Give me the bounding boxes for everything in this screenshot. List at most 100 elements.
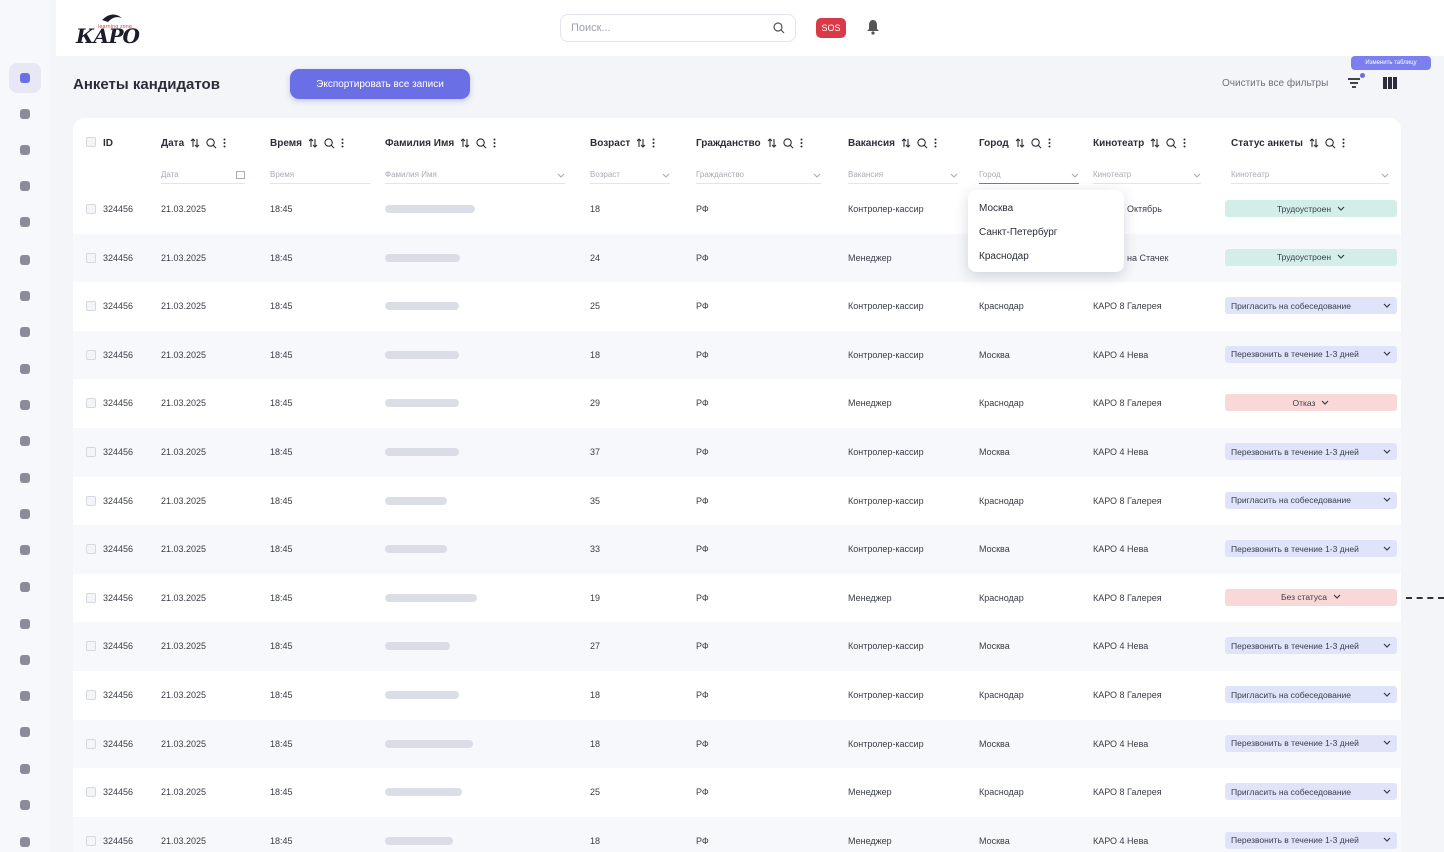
status-select[interactable]: Перезвонить в течение 1-3 дней bbox=[1225, 443, 1397, 460]
row-checkbox[interactable] bbox=[86, 690, 96, 700]
clear-filters-link[interactable]: Очистить все фильтры bbox=[1222, 78, 1329, 89]
search-icon[interactable] bbox=[324, 137, 335, 149]
row-checkbox[interactable] bbox=[86, 738, 96, 749]
status-select[interactable]: Отказ bbox=[1225, 394, 1397, 412]
search-icon[interactable] bbox=[1325, 137, 1336, 149]
column-header-name[interactable]: Фамилия Имя bbox=[385, 136, 496, 150]
table-row[interactable]: 324456 21.03.2025 18:45 25 РФ Контролер-касси… bbox=[73, 282, 1401, 331]
search-icon[interactable] bbox=[206, 137, 217, 149]
table-row[interactable]: 324456 21.03.2025 18:45 35 РФ Контролер-касси… bbox=[73, 477, 1401, 526]
filter-icon[interactable] bbox=[1347, 76, 1361, 90]
status-select[interactable]: Перезвонить в течение 1-3 дней bbox=[1225, 831, 1397, 849]
chevron-down-icon[interactable] bbox=[1337, 204, 1345, 214]
chevron-down-icon[interactable] bbox=[1383, 787, 1391, 797]
copy-icon[interactable] bbox=[17, 106, 33, 122]
calendar-check-icon[interactable] bbox=[17, 724, 33, 740]
more-icon[interactable] bbox=[800, 138, 803, 148]
more-icon[interactable] bbox=[1342, 138, 1345, 148]
row-checkbox[interactable] bbox=[86, 398, 96, 409]
more-icon[interactable] bbox=[1183, 138, 1186, 148]
chevron-down-icon[interactable] bbox=[557, 166, 565, 184]
team-icon[interactable] bbox=[17, 397, 33, 413]
chevron-down-icon[interactable] bbox=[1383, 835, 1391, 845]
chevron-down-icon[interactable] bbox=[1383, 447, 1391, 457]
chevron-down-icon[interactable] bbox=[1337, 252, 1345, 262]
edit-icon[interactable] bbox=[17, 252, 33, 268]
more-icon[interactable] bbox=[652, 138, 655, 148]
row-checkbox[interactable] bbox=[86, 787, 96, 798]
row-checkbox[interactable] bbox=[86, 204, 96, 214]
chevron-down-icon[interactable] bbox=[1193, 166, 1201, 184]
chevron-down-icon[interactable] bbox=[1383, 495, 1391, 505]
row-checkbox[interactable] bbox=[86, 544, 96, 555]
camera-icon[interactable] bbox=[17, 652, 33, 668]
more-icon[interactable] bbox=[223, 138, 226, 148]
chevron-down-icon[interactable] bbox=[662, 166, 670, 184]
search-icon[interactable] bbox=[476, 137, 487, 149]
column-header-date[interactable]: Дата bbox=[161, 136, 226, 150]
row-checkbox[interactable] bbox=[86, 835, 96, 846]
table-row[interactable]: 324456 21.03.2025 18:45 37 РФ Контролер-касси… bbox=[73, 428, 1401, 477]
select-all-checkbox[interactable] bbox=[86, 137, 96, 147]
row-checkbox[interactable] bbox=[86, 252, 96, 263]
thumb-up-icon[interactable] bbox=[17, 616, 33, 632]
filter-citizenship[interactable] bbox=[696, 166, 821, 184]
search-input[interactable] bbox=[561, 15, 751, 41]
filter-age[interactable] bbox=[590, 166, 670, 184]
clipboard-check-icon[interactable] bbox=[17, 542, 33, 558]
table-row[interactable]: 324456 21.03.2025 18:45 19 РФ Менеджер Краснод… bbox=[73, 574, 1401, 623]
status-select[interactable]: Трудоустроен bbox=[1225, 200, 1397, 217]
status-select[interactable]: Без статуса bbox=[1225, 588, 1397, 606]
status-select[interactable]: Перезвонить в течение 1-3 дней bbox=[1225, 345, 1397, 363]
columns-icon[interactable] bbox=[1383, 77, 1397, 89]
sort-icon[interactable] bbox=[767, 138, 777, 148]
more-icon[interactable] bbox=[493, 138, 496, 148]
table-row[interactable]: 324456 21.03.2025 18:45 24 РФ Менеджер на Стач… bbox=[73, 233, 1401, 283]
row-checkbox[interactable] bbox=[86, 301, 96, 312]
table-row[interactable]: 324456 21.03.2025 18:45 27 РФ Контролер-касси… bbox=[73, 622, 1401, 671]
column-header-status[interactable]: Статус анкеты bbox=[1231, 136, 1345, 150]
graduation-icon[interactable] bbox=[17, 288, 33, 304]
more-icon[interactable] bbox=[1048, 138, 1051, 148]
filter-cinema-input[interactable] bbox=[1093, 170, 1193, 179]
filter-status[interactable] bbox=[1231, 166, 1389, 184]
filter-city[interactable] bbox=[979, 166, 1079, 184]
calendar-icon[interactable] bbox=[17, 761, 33, 777]
chevron-down-icon[interactable] bbox=[1071, 166, 1079, 184]
status-select[interactable]: Пригласить на собеседование bbox=[1225, 491, 1397, 509]
book-icon[interactable] bbox=[17, 178, 33, 194]
status-select[interactable]: Перезвонить в течение 1-3 дней bbox=[1225, 540, 1397, 558]
chevron-down-icon[interactable] bbox=[1383, 301, 1391, 311]
search-icon[interactable] bbox=[782, 137, 794, 149]
search-box[interactable] bbox=[560, 14, 796, 42]
search-icon[interactable] bbox=[1031, 137, 1042, 149]
status-select[interactable]: Перезвонить в течение 1-3 дней bbox=[1225, 637, 1397, 655]
filter-cinema[interactable] bbox=[1093, 166, 1201, 184]
column-header-id[interactable]: ID bbox=[103, 136, 113, 150]
export-all-button[interactable]: Экспортировать все записи bbox=[290, 69, 470, 99]
filter-time[interactable] bbox=[270, 166, 370, 184]
id-card-icon[interactable] bbox=[17, 470, 33, 486]
filter-city-input[interactable] bbox=[979, 170, 1071, 179]
play-icon[interactable] bbox=[17, 688, 33, 704]
clipboard-icon[interactable] bbox=[17, 506, 33, 522]
more-icon[interactable] bbox=[934, 138, 937, 148]
swap-icon[interactable] bbox=[17, 361, 33, 377]
row-checkbox[interactable] bbox=[86, 592, 96, 603]
sos-button[interactable]: SOS bbox=[816, 18, 846, 38]
badge-icon[interactable] bbox=[17, 324, 33, 340]
table-row[interactable]: 324456 21.03.2025 18:45 18 РФ Контролер-касси… bbox=[73, 719, 1401, 769]
bell-icon[interactable] bbox=[866, 19, 880, 35]
city-option[interactable]: Санкт-Петербург bbox=[979, 226, 1058, 238]
status-select[interactable]: Перезвонить в течение 1-3 дней bbox=[1225, 734, 1397, 752]
chevron-down-icon[interactable] bbox=[1383, 349, 1391, 359]
column-header-citizenship[interactable]: Гражданство bbox=[696, 136, 803, 150]
chevron-down-icon[interactable] bbox=[1383, 738, 1391, 748]
calendar-icon[interactable] bbox=[236, 166, 245, 184]
city-option[interactable]: Краснодар bbox=[979, 250, 1029, 262]
table-row[interactable]: 324456 21.03.2025 18:45 18 РФ Контролер-касси… bbox=[73, 185, 1401, 234]
filter-date-input[interactable] bbox=[161, 170, 236, 179]
column-header-time[interactable]: Время bbox=[270, 136, 344, 150]
filter-name[interactable] bbox=[385, 166, 565, 184]
column-header-age[interactable]: Возраст bbox=[590, 136, 655, 150]
